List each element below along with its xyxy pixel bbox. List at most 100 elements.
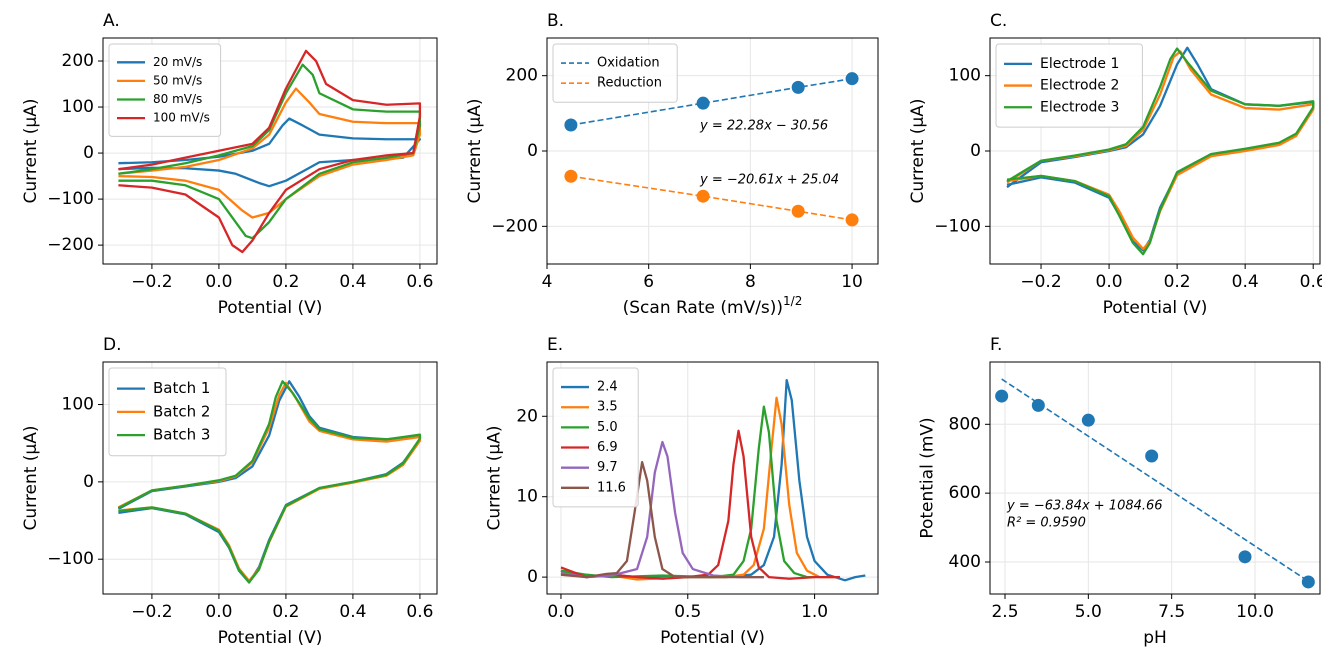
y-tick-label: 200 — [62, 51, 94, 71]
x-tick-label: 2.5 — [991, 602, 1018, 622]
x-tick-label: 0.2 — [272, 272, 299, 292]
legend: 20 mV/s 50 mV/s 80 mV/s 100 mV/s — [108, 43, 222, 137]
legend-label: Electrode 2 — [1040, 78, 1119, 94]
x-axis-label: (Scan Rate (mV/s))1/2 — [623, 294, 803, 319]
y-tick-label: 0 — [83, 143, 94, 163]
x-axis-label-text: pH — [1143, 628, 1167, 648]
data-point — [845, 213, 859, 227]
x-tick-label: 4 — [542, 272, 553, 292]
legend-label: 100 mV/s — [153, 111, 210, 125]
y-tick-label: 0 — [527, 141, 538, 161]
y-tick-label: −100 — [47, 549, 94, 569]
x-axis-label: Potential (V) — [1103, 298, 1208, 318]
y-axis-label: Current (μA) — [484, 426, 504, 531]
x-tick-label: 0.0 — [205, 272, 232, 292]
legend-frame — [108, 43, 222, 137]
axes-frame — [102, 361, 438, 595]
y-tick-label: 600 — [949, 483, 981, 503]
annotation: y = 22.28x − 30.56 — [699, 119, 828, 134]
x-tick-label: −0.2 — [131, 272, 172, 292]
data-point — [696, 96, 710, 110]
axes-frame — [546, 37, 879, 265]
panel: 400 600 800 2.5 5.0 7.5 10.0 F. pH Potential (mV)… — [918, 335, 1321, 648]
panel: 0 10 20 0.0 0.5 1.0 E. Potential (V) Current (μA… — [484, 335, 879, 648]
legend-label: 80 mV/s — [153, 92, 202, 106]
x-tick-label: 10.0 — [1236, 602, 1274, 622]
plot-area — [560, 378, 866, 582]
legend-label: Oxidation — [597, 56, 660, 71]
y-tick-label: −200 — [47, 235, 94, 255]
data-point — [564, 169, 578, 183]
panel-title: E. — [547, 335, 563, 355]
panel: −200 0 200 4 6 8 10 B. (Scan Rate (mV/s))1/2 Curr… — [465, 11, 879, 319]
legend-label: Electrode 3 — [1040, 99, 1119, 115]
y-tick-label: −100 — [47, 189, 94, 209]
plot-area — [118, 49, 422, 254]
x-tick-label: 0.4 — [339, 272, 366, 292]
x-axis-label-text: Potential (V) — [218, 298, 323, 318]
panel-title: F. — [990, 335, 1002, 355]
y-tick-label: 0 — [83, 472, 94, 492]
legend: Oxidation Reduction — [552, 43, 678, 103]
y-tick-label: 20 — [516, 406, 538, 426]
annotation: y = −63.84x + 1084.66 — [1006, 499, 1163, 514]
y-axis-label: Current (μA) — [908, 99, 928, 204]
axes-frame — [546, 361, 879, 595]
x-tick-label: 0.0 — [547, 602, 574, 622]
y-tick-label: 100 — [62, 97, 94, 117]
panel-title: C. — [990, 11, 1007, 31]
series-line — [560, 396, 840, 581]
x-axis-label: Potential (V) — [660, 628, 765, 648]
x-axis-label: pH — [1143, 628, 1167, 648]
series-line — [570, 77, 853, 126]
data-point — [1145, 449, 1159, 463]
series-line — [1001, 378, 1309, 582]
series-line — [560, 429, 840, 580]
legend: 2.4 3.5 5.0 6.9 9.7 11.6 — [552, 367, 639, 508]
x-axis-label-text: Potential (V) — [660, 628, 765, 648]
x-tick-label: 0.2 — [272, 602, 299, 622]
x-tick-label: 6 — [643, 272, 654, 292]
legend-label: 20 mV/s — [153, 55, 202, 69]
data-point — [1031, 398, 1045, 412]
x-axis-label-text: (Scan Rate (mV/s)) — [623, 298, 783, 318]
y-axis-label: Current (μA) — [21, 99, 41, 204]
x-axis-label-sup: 1/2 — [783, 294, 802, 308]
x-tick-label: 0.2 — [1164, 272, 1191, 292]
legend-label: Reduction — [597, 76, 662, 91]
y-tick-label: 10 — [516, 487, 538, 507]
data-point — [845, 72, 859, 86]
legend-label: 6.9 — [597, 440, 618, 455]
x-tick-label: 0.4 — [339, 602, 366, 622]
data-point — [791, 80, 805, 94]
x-tick-label: 10 — [841, 272, 863, 292]
panel: −100 0 100 −0.2 0.0 0.2 0.4 0.6 D. Potential (V) C… — [21, 335, 438, 648]
legend-frame — [995, 43, 1143, 128]
y-tick-label: −200 — [491, 216, 538, 236]
series-line — [560, 460, 764, 579]
y-tick-label: 0 — [970, 141, 981, 161]
y-tick-label: 100 — [949, 66, 981, 86]
y-axis-label: Current (μA) — [21, 426, 41, 531]
legend-label: 50 mV/s — [153, 73, 202, 87]
x-tick-label: −0.2 — [1020, 272, 1061, 292]
x-tick-label: 0.6 — [406, 272, 433, 292]
legend: Batch 1 Batch 2 Batch 3 — [108, 367, 227, 457]
plot-area — [117, 380, 422, 584]
y-axis-label: Current (μA) — [465, 99, 485, 204]
legend-frame — [108, 367, 227, 457]
x-tick-label: 5.0 — [1075, 602, 1102, 622]
data-point — [1301, 575, 1315, 589]
data-point — [696, 189, 710, 203]
x-tick-label: 0.6 — [406, 602, 433, 622]
data-point — [564, 118, 578, 132]
annotation: y = −20.61x + 25.04 — [699, 173, 839, 188]
series-line — [118, 49, 422, 254]
panel-title: A. — [103, 11, 120, 31]
plot-area — [570, 77, 853, 221]
y-tick-label: 0 — [527, 567, 538, 587]
series-line — [118, 117, 422, 188]
panel-title: B. — [547, 11, 564, 31]
series-line — [1006, 50, 1315, 251]
